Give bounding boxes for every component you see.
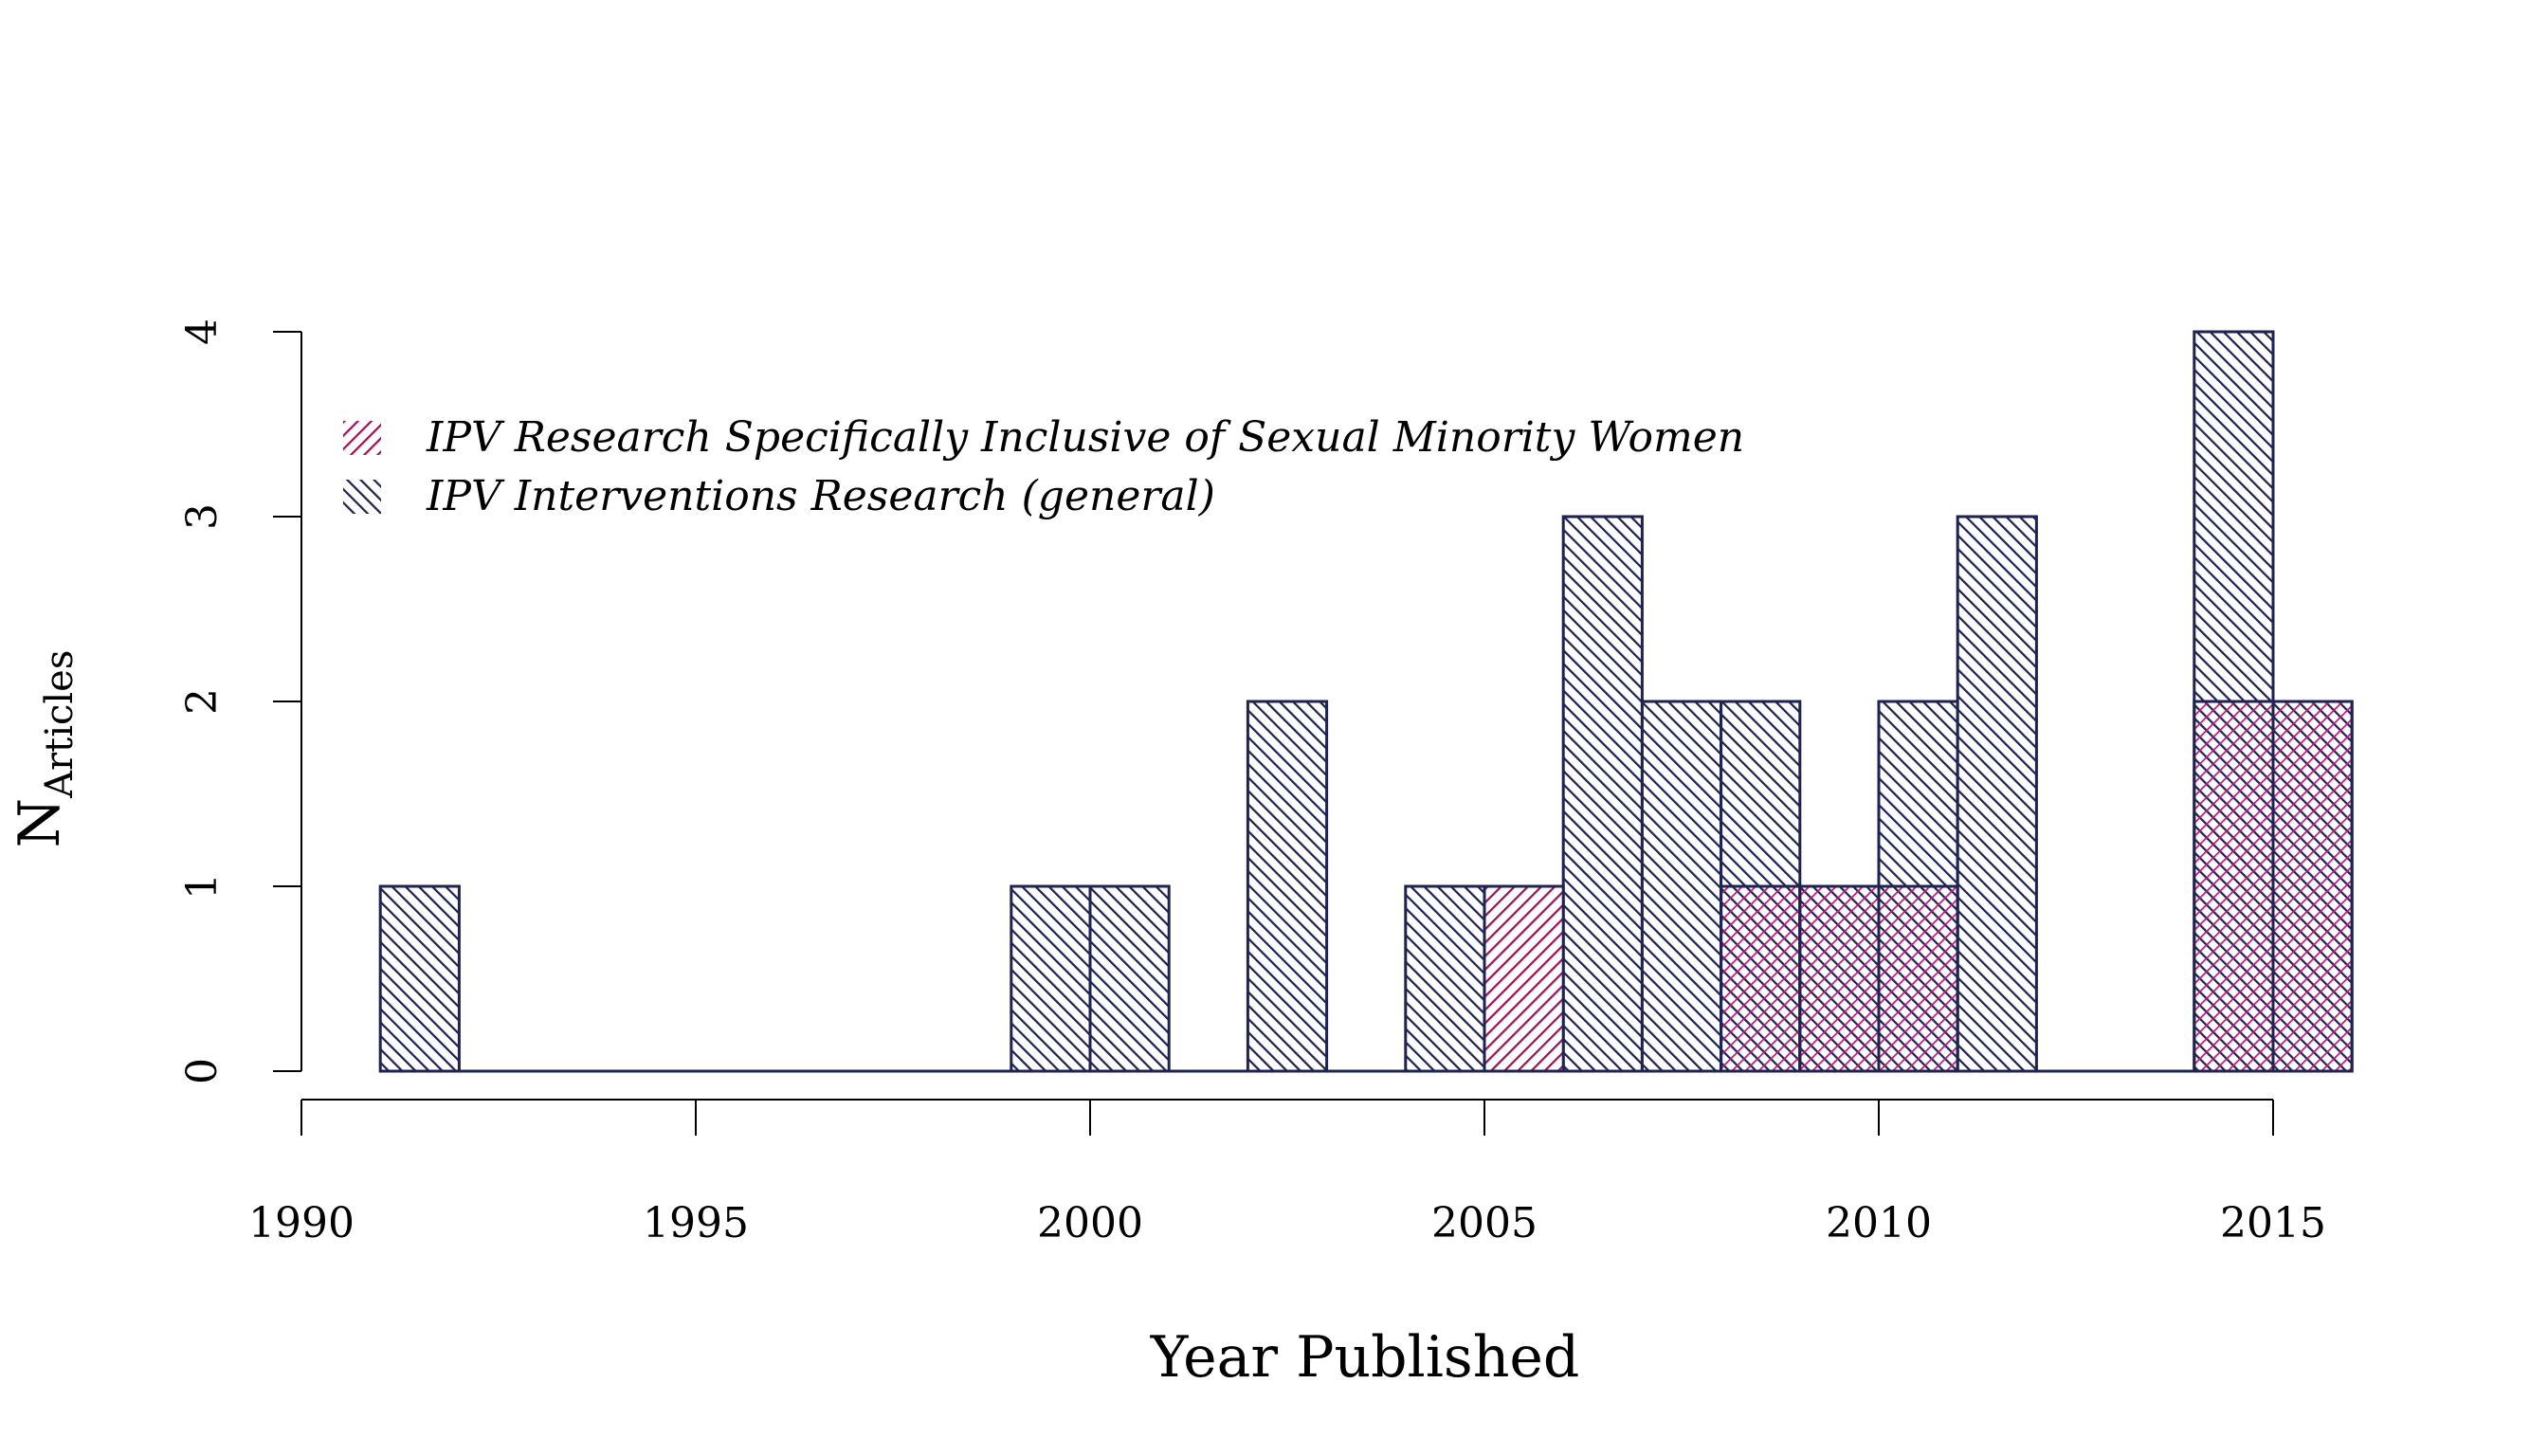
- bar-smw-2009: [1798, 884, 1881, 1073]
- bar-general-2006: [1561, 515, 1644, 1073]
- y-axis-title-main: N: [7, 798, 73, 848]
- legend-label-1: IPV Interventions Research (general): [426, 472, 1215, 520]
- bar-general-2004: [1404, 884, 1486, 1073]
- x-tick-label-2000: 2000: [1037, 1199, 1143, 1247]
- x-tick-label-2010: 2010: [1826, 1199, 1932, 1247]
- legend: IPV Research Specifically Inclusive of S…: [343, 413, 1744, 520]
- legend-swatch-1: [343, 480, 381, 514]
- bar-smw-2010: [1877, 884, 1959, 1073]
- x-tick-label-1990: 1990: [248, 1199, 355, 1247]
- y-tick-label-2: 2: [178, 688, 227, 715]
- bar-general-2000: [1088, 884, 1171, 1073]
- legend-label-0: IPV Research Specifically Inclusive of S…: [426, 413, 1744, 462]
- bar-general-1991: [378, 884, 461, 1073]
- x-tick-label-2015: 2015: [2220, 1199, 2326, 1247]
- bar-general-2011: [1956, 515, 2038, 1073]
- bar-smw-2015: [2271, 700, 2354, 1073]
- x-tick-label-2005: 2005: [1431, 1199, 1538, 1247]
- x-tick-label-1995: 1995: [643, 1199, 749, 1247]
- y-axis: 0 1 2 3 4: [178, 318, 302, 1084]
- legend-swatch-0: [343, 421, 381, 455]
- y-tick-label-4: 4: [178, 318, 227, 345]
- y-tick-label-1: 1: [178, 873, 227, 900]
- x-axis-title: Year Published: [1150, 1324, 1580, 1391]
- bar-general-1999: [1010, 884, 1092, 1073]
- y-axis-title: NArticles: [7, 650, 82, 848]
- x-axis: 1990 1995 2000 2005 2010 2015: [248, 1099, 2326, 1247]
- bar-smw-2014: [2193, 700, 2275, 1073]
- bar-general-2002: [1246, 700, 1329, 1073]
- y-tick-label-0: 0: [178, 1058, 227, 1084]
- bar-general-2007: [1640, 700, 1723, 1073]
- y-axis-title-sub: Articles: [38, 650, 82, 799]
- bar-smw-2008: [1720, 884, 1802, 1073]
- series-smw-bars: [1483, 700, 2354, 1073]
- bar-smw-2005: [1483, 884, 1565, 1073]
- y-tick-label-3: 3: [178, 503, 227, 530]
- svg-text:NArticles: NArticles: [7, 650, 82, 848]
